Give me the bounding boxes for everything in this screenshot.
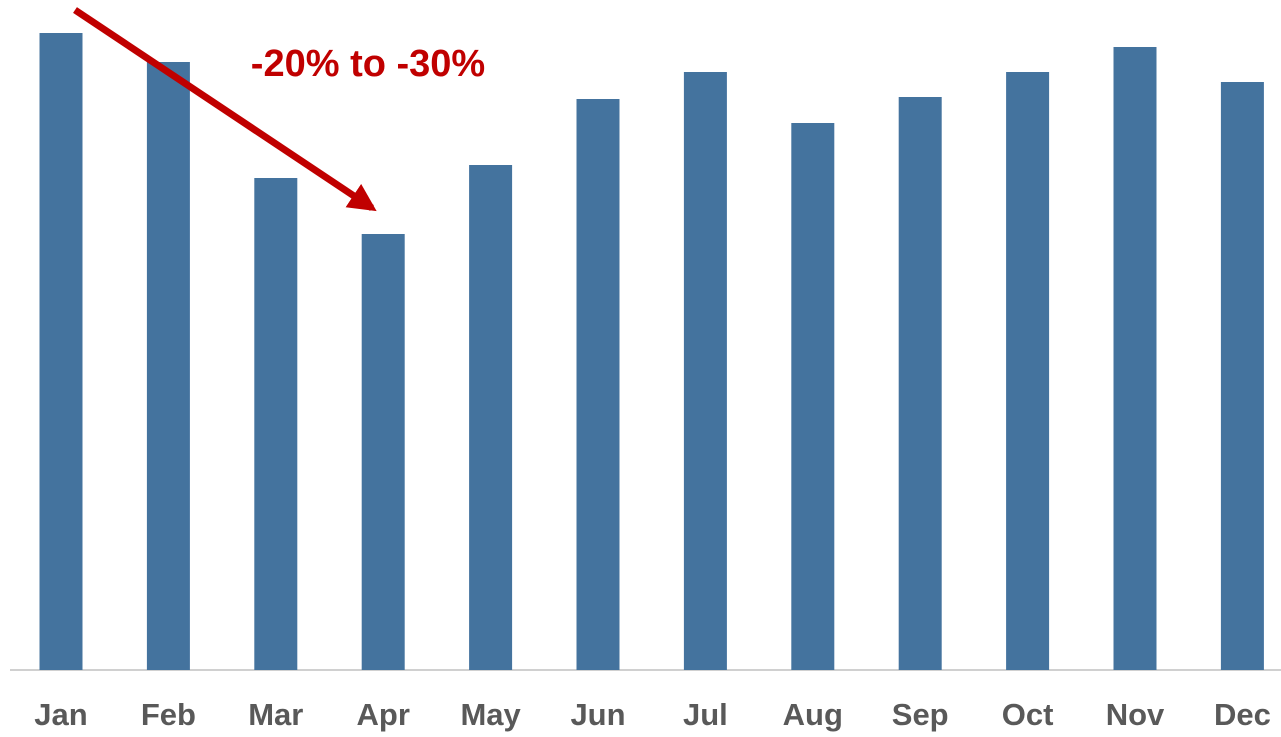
x-tick-label: Aug	[783, 697, 843, 732]
bar	[254, 178, 298, 670]
bar	[1006, 72, 1050, 670]
x-tick-label: Nov	[1106, 697, 1165, 732]
x-tick-label: Jan	[34, 697, 87, 732]
bar	[683, 72, 727, 670]
x-tick-label: Mar	[248, 697, 303, 732]
bar	[39, 33, 83, 670]
x-tick-label: Sep	[892, 697, 949, 732]
bar	[469, 165, 513, 670]
x-tick-label: Dec	[1214, 697, 1271, 732]
bar	[146, 62, 190, 670]
x-tick-label: Oct	[1002, 697, 1054, 732]
annotation: -20% to -30%	[251, 43, 485, 85]
x-tick-label: Jun	[570, 697, 625, 732]
x-tick-label: Feb	[141, 697, 196, 732]
arrow	[73, 7, 377, 212]
bar	[361, 234, 405, 670]
bar	[898, 97, 942, 670]
x-tick-label: Jul	[683, 697, 728, 732]
bar	[791, 123, 835, 670]
bar	[1220, 82, 1264, 670]
bar	[576, 99, 620, 670]
x-tick-label: Apr	[357, 697, 410, 732]
x-tick-label: May	[460, 697, 521, 732]
bar	[1113, 47, 1157, 670]
